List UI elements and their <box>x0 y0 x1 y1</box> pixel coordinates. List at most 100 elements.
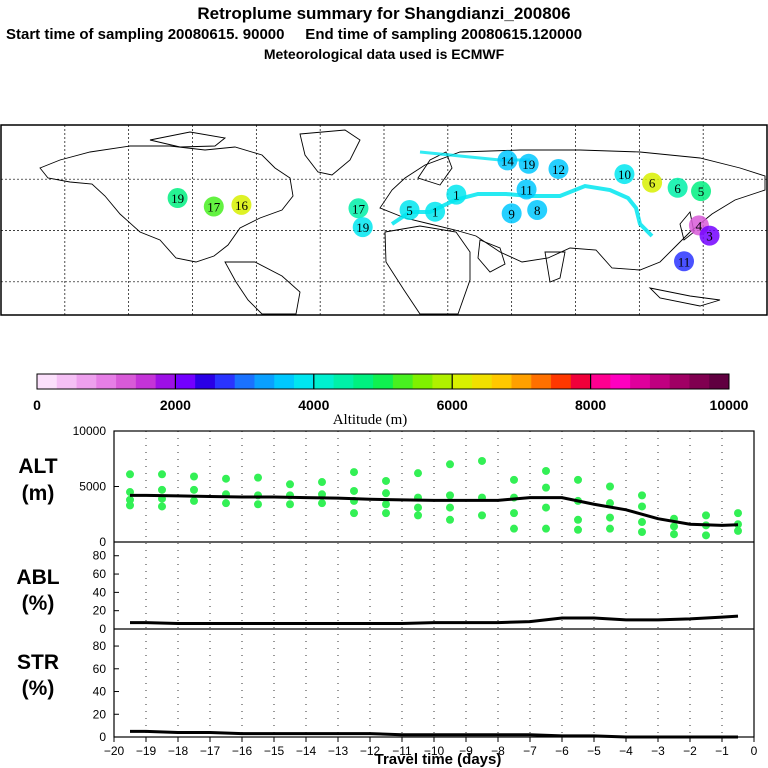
colorbar-swatch <box>175 374 196 389</box>
plume-day-label: 8 <box>534 203 541 218</box>
str-series-line <box>130 729 738 739</box>
colorbar-swatch <box>392 374 414 389</box>
alt-scatter-point <box>446 460 454 469</box>
alt-scatter-point <box>158 502 166 511</box>
plume-marker <box>691 181 712 202</box>
plume-marker <box>497 150 518 171</box>
alt-scatter-point <box>350 468 358 477</box>
plume-marker <box>425 201 446 222</box>
plume-day-label: 5 <box>406 203 413 218</box>
alt-scatter-point <box>606 482 614 491</box>
alt-scatter-point <box>286 500 294 509</box>
x-tick-label: −19 <box>136 744 157 758</box>
colorbar-swatch <box>531 374 552 389</box>
chart-title: Retroplume summary for Shangdianzi_20080… <box>197 4 571 23</box>
abl-y-tick-label: 80 <box>93 549 107 563</box>
colorbar-swatch <box>610 374 631 389</box>
plume-day-label: 1 <box>453 188 460 203</box>
str-unit: (%) <box>22 677 55 700</box>
alt-scatter-point <box>318 478 326 487</box>
alt-scatter-point <box>702 511 710 520</box>
alt-y-tick-label: 0 <box>99 535 106 549</box>
colorbar-tick-label: 10000 <box>710 397 749 413</box>
plume-marker <box>167 188 188 209</box>
colorbar-swatch <box>96 374 117 389</box>
alt-scatter-point <box>574 515 582 524</box>
colorbar-swatch <box>491 374 512 389</box>
alt-scatter-point <box>126 495 134 504</box>
alt-scatter-point <box>542 483 550 492</box>
alt-scatter-point <box>254 473 262 482</box>
plume-marker <box>699 225 720 246</box>
plume-marker <box>446 184 467 205</box>
plume-marker <box>352 217 373 238</box>
x-tick-label: −4 <box>619 744 633 758</box>
plume-marker <box>348 198 369 219</box>
colorbar-swatch <box>570 374 591 389</box>
colorbar-swatch <box>669 374 690 389</box>
colorbar-swatch <box>333 374 354 389</box>
str-y-tick-label: 20 <box>93 707 107 721</box>
abl-series-line <box>130 614 739 626</box>
colorbar-swatch <box>511 374 532 389</box>
summary-panels: ALT (m) ABL (%) STR (%) 1000050000806040… <box>16 424 757 768</box>
plume-day-label: 1 <box>432 205 439 220</box>
altitude-colorbar: 0 2000 4000 6000 8000 10000 Altitude (m) <box>33 373 749 428</box>
x-tick-label: −12 <box>360 744 381 758</box>
x-tick-label: −17 <box>200 744 221 758</box>
met-data-line: Meteorological data used is ECMWF <box>263 46 505 62</box>
colorbar-swatch <box>254 374 275 389</box>
x-axis-title: Travel time (days) <box>375 751 502 768</box>
colorbar-tick-label: 0 <box>33 397 41 413</box>
str-label: STR <box>17 651 59 674</box>
alt-scatter-point <box>478 456 486 465</box>
x-tick-label: −8 <box>491 744 505 758</box>
alt-scatter-point <box>222 474 230 483</box>
x-tick-label: −11 <box>392 744 412 758</box>
alt-scatter-point <box>126 470 134 479</box>
alt-scatter-point <box>542 503 550 512</box>
plume-marker <box>642 172 663 193</box>
colorbar-tick-label: 6000 <box>437 397 468 413</box>
colorbar-swatch <box>116 374 137 389</box>
alt-scatter-point <box>734 509 742 518</box>
plume-marker <box>399 199 420 220</box>
plume-marker <box>614 164 635 185</box>
alt-scatter-point <box>446 491 454 500</box>
colorbar-swatch <box>551 374 572 389</box>
colorbar-swatch <box>709 374 730 389</box>
abl-y-tick-label: 20 <box>93 604 107 618</box>
x-tick-label: −15 <box>264 744 285 758</box>
plume-day-label: 19 <box>356 220 369 235</box>
plume-day-label: 4 <box>696 218 703 233</box>
x-tick-label: −16 <box>232 744 253 758</box>
alt-scatter-point <box>446 503 454 512</box>
alt-unit: (m) <box>22 482 55 505</box>
colorbar-swatch <box>195 374 216 389</box>
plume-day-label: 17 <box>352 201 366 216</box>
colorbar-swatch <box>689 374 710 389</box>
plume-marker <box>674 251 695 272</box>
alt-scatter-point <box>382 509 390 518</box>
colorbar-tick-label: 4000 <box>298 397 329 413</box>
colorbar-swatch <box>313 374 334 389</box>
alt-scatter-point <box>190 485 198 494</box>
colorbar-title: Altitude (m) <box>333 412 408 428</box>
alt-scatter-point <box>158 470 166 479</box>
colorbar-swatch <box>353 374 374 389</box>
alt-scatter-point <box>350 509 358 518</box>
colorbar-swatch <box>56 374 77 389</box>
plume-day-label: 10 <box>618 167 631 182</box>
alt-scatter-point <box>286 480 294 489</box>
plume-day-label: 12 <box>552 162 565 177</box>
alt-scatter-point <box>190 472 198 481</box>
alt-scatter-point <box>414 503 422 512</box>
x-tick-label: −18 <box>168 744 189 758</box>
colorbar-swatch <box>274 374 295 389</box>
plume-marker <box>501 203 522 224</box>
str-y-tick-label: 40 <box>93 685 107 699</box>
plume-day-label: 6 <box>674 181 681 196</box>
plume-marker <box>548 158 569 179</box>
